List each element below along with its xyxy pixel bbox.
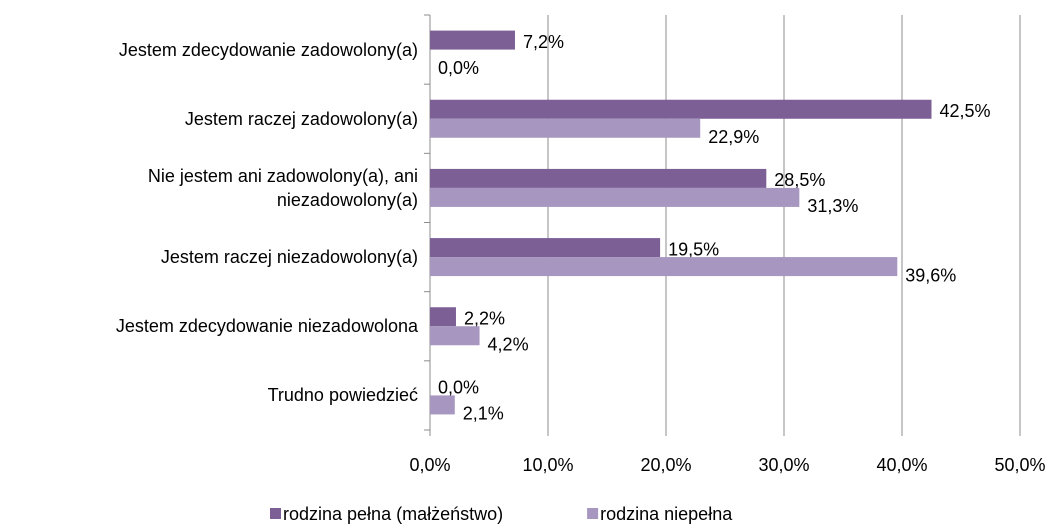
data-label: 0,0% <box>438 58 479 78</box>
bar <box>430 238 661 258</box>
x-tick-label: 20,0% <box>640 455 691 475</box>
data-label: 4,2% <box>488 335 529 355</box>
y-tick-label: Nie jestem ani zadowolony(a), ani niezad… <box>147 165 418 210</box>
bar <box>430 99 932 119</box>
legend-label: rodzina niepełna <box>600 504 733 524</box>
bar <box>430 307 456 327</box>
bar <box>430 395 455 415</box>
y-tick-label: Jestem zdecydowanie zadowolony(a) <box>118 39 418 60</box>
x-tick-label: 50,0% <box>994 455 1045 475</box>
x-tick-label: 30,0% <box>758 455 809 475</box>
data-label: 42,5% <box>940 101 991 121</box>
x-tick-label: 10,0% <box>522 455 573 475</box>
bar <box>430 326 480 346</box>
y-tick-label: Jestem zdecydowanie niezadowolona <box>115 316 418 337</box>
y-tick-label: Trudno powiedzieć <box>267 385 418 406</box>
legend-label: rodzina pełna (małżeństwo) <box>283 504 503 524</box>
data-label: 31,3% <box>807 196 858 216</box>
data-label: 22,9% <box>708 127 759 147</box>
bar <box>430 168 767 188</box>
data-label: 39,6% <box>905 265 956 285</box>
x-tick-label: 0,0% <box>409 455 450 475</box>
bar <box>430 257 898 277</box>
legend-swatch <box>587 508 599 519</box>
data-label: 2,1% <box>463 404 504 424</box>
data-label: 28,5% <box>774 170 825 190</box>
data-label: 2,2% <box>464 309 505 329</box>
bar <box>430 118 701 138</box>
legend-swatch <box>270 508 281 519</box>
y-tick-label: Jestem raczej niezadowolony(a) <box>160 247 418 268</box>
x-tick-label: 40,0% <box>876 455 927 475</box>
bar <box>430 187 800 207</box>
data-label: 19,5% <box>668 239 719 259</box>
data-label: 7,2% <box>523 32 564 52</box>
data-label: 0,0% <box>438 378 479 398</box>
y-tick-label: Jestem raczej zadowolony(a) <box>184 108 418 129</box>
bar <box>430 30 515 50</box>
